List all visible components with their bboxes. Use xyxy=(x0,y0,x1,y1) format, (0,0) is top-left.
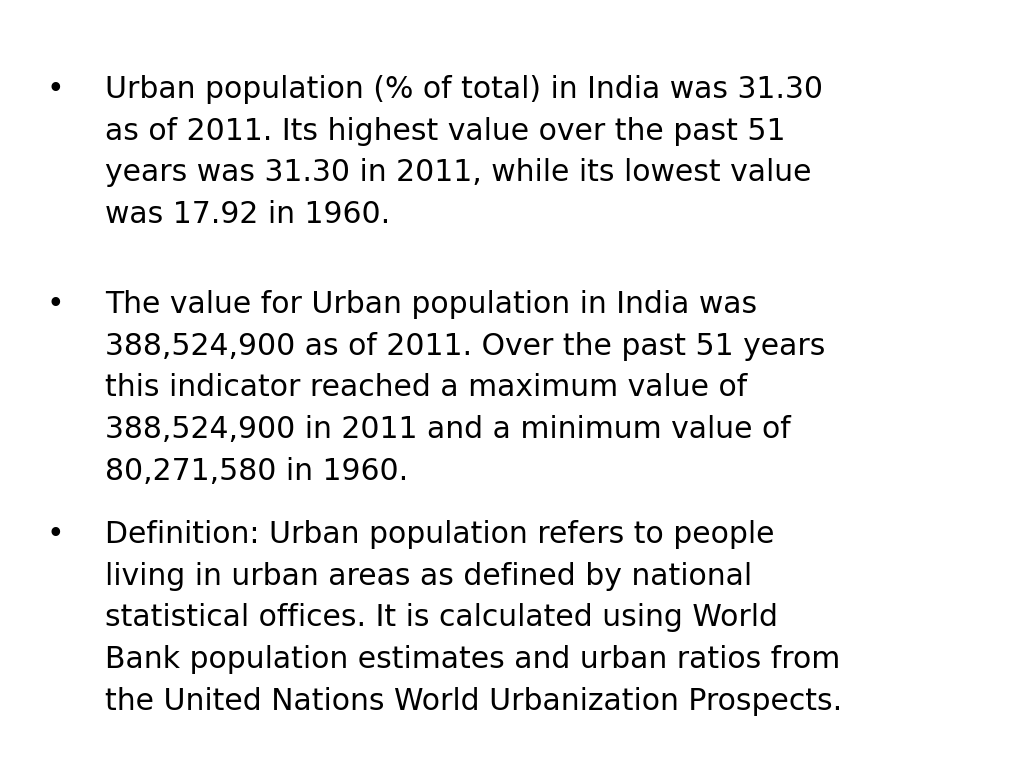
Text: The value for Urban population in India was
388,524,900 as of 2011. Over the pas: The value for Urban population in India … xyxy=(105,290,825,485)
Text: Urban population (% of total) in India was 31.30
as of 2011. Its highest value o: Urban population (% of total) in India w… xyxy=(105,75,823,229)
Text: •: • xyxy=(46,520,63,549)
Text: •: • xyxy=(46,290,63,319)
Text: Definition: Urban population refers to people
living in urban areas as defined b: Definition: Urban population refers to p… xyxy=(105,520,843,716)
Text: •: • xyxy=(46,75,63,104)
